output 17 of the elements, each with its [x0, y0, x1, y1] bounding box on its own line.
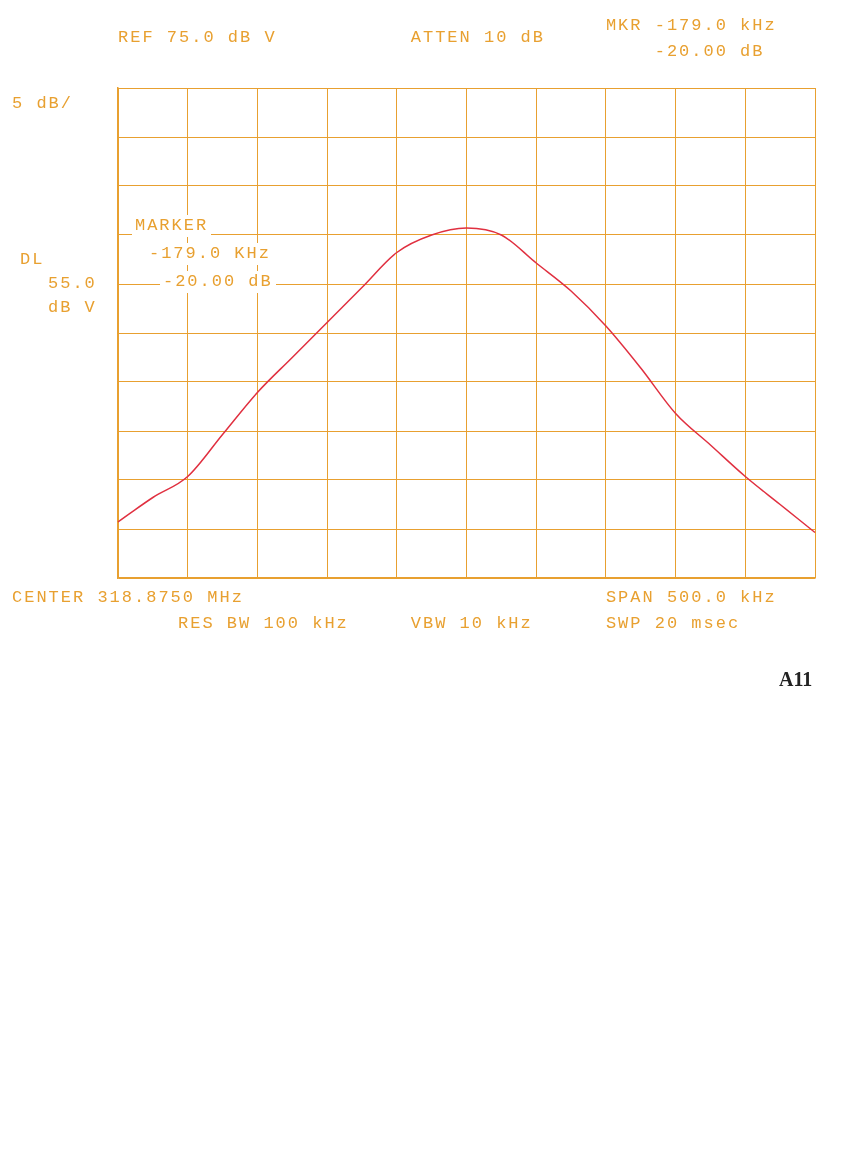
text: 5 dB/ [12, 94, 74, 113]
text: A11 [779, 668, 813, 691]
text: ATTEN 10 dB [410, 28, 545, 47]
text: 55.0 [48, 273, 97, 293]
text: DL [20, 249, 45, 269]
text: MKR -179.0 kHz [605, 16, 777, 35]
text: RES BW 100 kHz [178, 614, 349, 633]
annotation: MARKER [131, 215, 212, 238]
text: -20.00 dB [654, 42, 765, 61]
annotation: -179.0 KHz [145, 243, 274, 266]
text: SWP 20 msec [605, 614, 741, 633]
text: CENTER 318.8750 MHz [12, 588, 244, 607]
text: REF 75.0 dB V [118, 28, 277, 47]
text: VBW 10 kHz [410, 614, 533, 633]
annotation: -20.00 dB [159, 271, 276, 294]
text: SPAN 500.0 kHz [605, 588, 777, 607]
text: dB V [48, 297, 97, 317]
